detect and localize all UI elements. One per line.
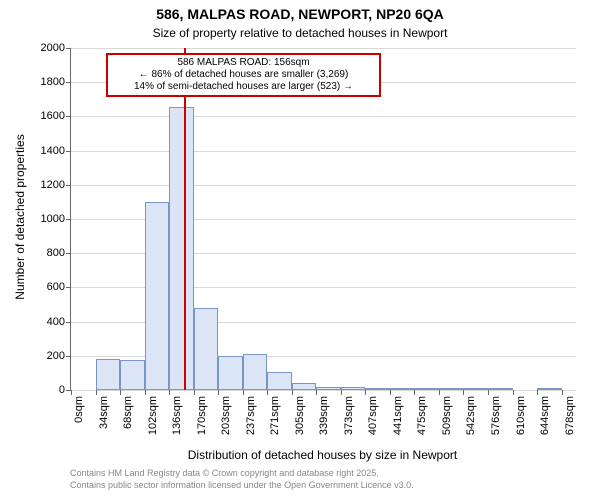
y-tick-label: 800 bbox=[47, 247, 71, 259]
annotation-line: 586 MALPAS ROAD: 156sqm bbox=[112, 57, 375, 69]
annotation-line: 14% of semi-detached houses are larger (… bbox=[112, 81, 375, 93]
histogram-bar bbox=[439, 388, 464, 390]
histogram-bar bbox=[96, 359, 121, 390]
y-tick-label: 200 bbox=[47, 350, 71, 362]
footer-line-2: Contains public sector information licen… bbox=[70, 480, 414, 490]
x-tick-label: 34sqm bbox=[96, 396, 110, 429]
histogram-bar bbox=[414, 388, 439, 390]
x-tick-label: 644sqm bbox=[537, 396, 551, 435]
y-tick-label: 0 bbox=[59, 384, 71, 396]
annotation-line: ← 86% of detached houses are smaller (3,… bbox=[112, 69, 375, 81]
gridline bbox=[71, 151, 576, 152]
x-tick-label: 542sqm bbox=[463, 396, 477, 435]
x-tick-label: 339sqm bbox=[316, 396, 330, 435]
histogram-bar bbox=[365, 388, 390, 390]
y-tick-label: 400 bbox=[47, 316, 71, 328]
x-tick-label: 68sqm bbox=[120, 396, 134, 429]
histogram-bar bbox=[316, 387, 341, 390]
histogram-bar bbox=[169, 107, 194, 390]
x-tick-label: 305sqm bbox=[292, 396, 306, 435]
marker-line bbox=[184, 48, 186, 390]
footer-line-1: Contains HM Land Registry data © Crown c… bbox=[70, 468, 379, 478]
chart-subtitle: Size of property relative to detached ho… bbox=[0, 26, 600, 40]
gridline bbox=[71, 390, 576, 391]
histogram-bar bbox=[243, 354, 268, 390]
chart-title: 586, MALPAS ROAD, NEWPORT, NP20 6QA bbox=[0, 6, 600, 22]
x-tick-label: 407sqm bbox=[365, 396, 379, 435]
y-tick-label: 600 bbox=[47, 281, 71, 293]
x-tick-label: 170sqm bbox=[194, 396, 208, 435]
y-tick-label: 1200 bbox=[41, 179, 71, 191]
x-tick-label: 576sqm bbox=[488, 396, 502, 435]
histogram-bar bbox=[145, 202, 170, 390]
gridline bbox=[71, 185, 576, 186]
annotation-box: 586 MALPAS ROAD: 156sqm← 86% of detached… bbox=[106, 53, 381, 97]
x-tick-label: 475sqm bbox=[414, 396, 428, 435]
x-tick-label: 441sqm bbox=[390, 396, 404, 435]
x-tick-label: 136sqm bbox=[169, 396, 183, 435]
histogram-bar bbox=[341, 387, 366, 390]
y-tick-label: 1800 bbox=[41, 76, 71, 88]
y-tick-label: 1400 bbox=[41, 145, 71, 157]
histogram-chart: 586, MALPAS ROAD, NEWPORT, NP20 6QA Size… bbox=[0, 0, 600, 500]
y-tick-label: 2000 bbox=[41, 42, 71, 54]
x-tick-label: 373sqm bbox=[341, 396, 355, 435]
x-tick-label: 102sqm bbox=[145, 396, 159, 435]
x-tick-label: 271sqm bbox=[267, 396, 281, 435]
histogram-bar bbox=[218, 356, 243, 390]
y-tick-label: 1000 bbox=[41, 213, 71, 225]
histogram-bar bbox=[463, 388, 488, 390]
gridline bbox=[71, 48, 576, 49]
y-tick-label: 1600 bbox=[41, 110, 71, 122]
histogram-bar bbox=[488, 388, 513, 390]
histogram-bar bbox=[390, 388, 415, 390]
x-tick-label: 203sqm bbox=[218, 396, 232, 435]
x-tick-label: 509sqm bbox=[439, 396, 453, 435]
x-tick-label: 678sqm bbox=[562, 396, 576, 435]
histogram-bar bbox=[120, 360, 145, 390]
y-axis-label: Number of detached properties bbox=[13, 117, 27, 317]
gridline bbox=[71, 116, 576, 117]
x-tick-label: 0sqm bbox=[71, 396, 85, 423]
x-tick-label: 610sqm bbox=[513, 396, 527, 435]
x-tick-label: 237sqm bbox=[243, 396, 257, 435]
histogram-bar bbox=[267, 372, 292, 390]
histogram-bar bbox=[292, 383, 317, 390]
plot-area: 02004006008001000120014001600180020000sq… bbox=[70, 48, 576, 391]
histogram-bar bbox=[537, 388, 562, 390]
histogram-bar bbox=[194, 308, 219, 390]
x-axis-label: Distribution of detached houses by size … bbox=[70, 448, 575, 462]
